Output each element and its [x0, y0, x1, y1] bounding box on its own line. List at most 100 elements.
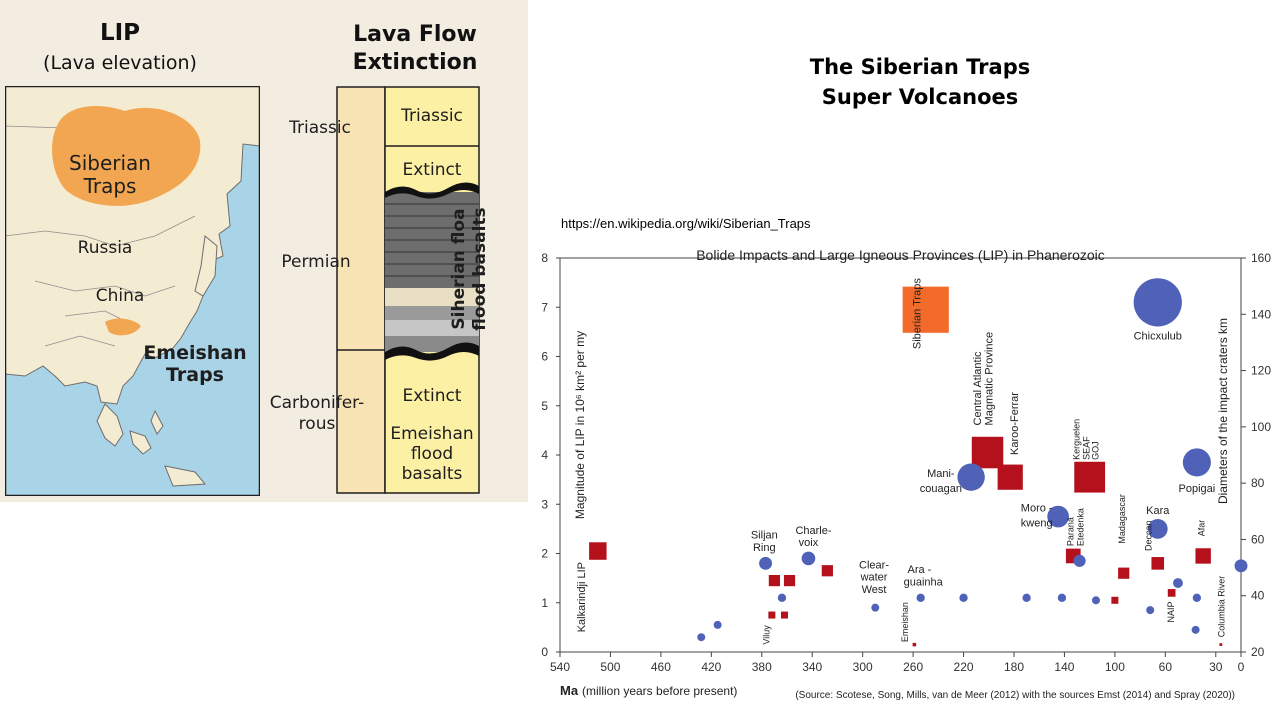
x-axis-label-rest: (million years before present)	[582, 684, 737, 698]
impact-circle	[1057, 593, 1067, 603]
emeishan-basalts-label-3: basalts	[401, 464, 463, 484]
extinction-title: Extinction	[352, 50, 478, 75]
impact-circle	[1182, 448, 1211, 477]
annotation-label: Charle-	[795, 525, 831, 537]
triassic-period-label: Triassic	[289, 118, 351, 138]
strata-column	[336, 86, 480, 494]
lip-square	[1118, 567, 1130, 579]
source-url-link[interactable]: https://en.wikipedia.org/wiki/Siberian_T…	[561, 216, 811, 231]
x-tick-label: 460	[651, 660, 671, 674]
impact-circle	[1047, 505, 1069, 528]
impact-circle	[959, 593, 968, 603]
y-right-tick-label: 40	[1251, 589, 1265, 603]
impact-circle	[957, 463, 985, 491]
x-tick-label: 100	[1105, 660, 1125, 674]
annotation-label: Popigai	[1179, 483, 1216, 495]
asia-map	[5, 86, 260, 496]
lip-square	[768, 611, 776, 619]
annotation-label: Ring	[753, 542, 776, 554]
x-tick-label: 380	[752, 660, 772, 674]
annotation-label: Kara	[1146, 505, 1170, 517]
annotation-label: Deccan	[1143, 521, 1153, 552]
carboniferous-label-1: Carbonifer-	[269, 393, 365, 413]
y-left-tick-label: 2	[541, 547, 548, 561]
page-title-line2: Super Volcanoes	[821, 85, 1019, 109]
lip-square	[783, 574, 796, 587]
lip-square	[971, 436, 1004, 469]
emeishan-basalts-label-1: Emeishan	[390, 424, 474, 444]
annotation-label: Siberian Traps	[912, 278, 924, 349]
lip-square	[1167, 589, 1176, 597]
annotation-label: Central Atlantic	[972, 351, 984, 425]
impact-circle	[871, 603, 880, 612]
x-tick-label: 340	[802, 660, 822, 674]
source-note: (Source: Scotese, Song, Mills, van de Me…	[795, 690, 1235, 701]
impact-circle	[801, 551, 816, 566]
emeishan-traps-label-1: Emeishan	[143, 342, 247, 364]
lip-square	[1219, 643, 1223, 647]
annotation-label: Siljan	[751, 530, 778, 542]
annotation-label: guainha	[904, 577, 944, 589]
siberian-traps-label-2: Traps	[83, 174, 137, 198]
x-tick-label: 220	[954, 660, 974, 674]
extinct-bottom-label: Extinct	[402, 386, 462, 406]
y-right-tick-label: 100	[1251, 420, 1271, 434]
y-left-tick-label: 0	[541, 645, 548, 659]
annotation-label: Magmatic Province	[984, 332, 996, 426]
y-right-tick-label: 80	[1251, 476, 1265, 490]
annotation-label: Etedenka	[1075, 508, 1085, 546]
annotation-label: Viluy	[761, 625, 771, 645]
x-tick-label: 30	[1209, 660, 1223, 674]
impact-circle	[759, 556, 773, 570]
annotation-label: GOJ	[1090, 441, 1100, 460]
russia-label: Russia	[77, 238, 133, 258]
annotation-label: Emeishan	[900, 602, 910, 642]
annotation-label: Mani-	[927, 468, 955, 480]
annotation-label: Karoo-Ferrar	[1009, 392, 1021, 455]
extinct-top-label: Extinct	[402, 160, 462, 180]
x-tick-label: 300	[853, 660, 873, 674]
impact-circle	[1146, 606, 1155, 615]
y-right-tick-label: 60	[1251, 532, 1265, 546]
annotation-label: Madagascar	[1117, 494, 1127, 544]
lip-square	[1151, 557, 1165, 570]
x-tick-label: 140	[1054, 660, 1074, 674]
annotation-label: Columbia River	[1217, 576, 1227, 638]
y-right-tick-label: 20	[1251, 645, 1265, 659]
x-axis-label-main: Ma	[560, 683, 579, 698]
page-title: The Siberian Traps Super Volcanoes	[760, 52, 1080, 112]
x-tick-label: 0	[1238, 660, 1245, 674]
x-tick-label: 260	[903, 660, 923, 674]
page-title-line1: The Siberian Traps	[809, 55, 1031, 79]
lip-impact-chart: Bolide Impacts and Large Igneous Provinc…	[541, 247, 1271, 701]
china-label: China	[95, 286, 145, 306]
impact-circle	[916, 593, 925, 603]
y-right-tick-label: 160	[1251, 251, 1271, 265]
y-left-tick-label: 3	[541, 497, 548, 511]
lip-square	[1111, 596, 1119, 604]
carboniferous-label-2: rous	[298, 414, 336, 434]
y-right-tick-label: 140	[1251, 307, 1271, 321]
lava-flow-title: Lava Flow	[353, 22, 477, 47]
impact-circle	[1234, 559, 1248, 573]
lip-square	[780, 611, 788, 619]
impact-circle	[1073, 554, 1086, 567]
lip-square	[912, 642, 917, 647]
x-tick-label: 60	[1159, 660, 1173, 674]
annotation-label: Ara -	[907, 564, 931, 576]
annotation-label: kweng	[1021, 517, 1053, 529]
vertical-label-line2: flood basalts	[470, 207, 490, 331]
lip-subtitle: (Lava elevation)	[43, 52, 197, 74]
annotation-label: Clear-	[859, 559, 889, 571]
lip-title: LIP	[99, 20, 141, 46]
siberian-flood-basalts-label: Siherian floa flood basalts	[449, 199, 491, 339]
y-left-axis-label: Magnitude of LIP in 10⁶ km² per my	[573, 331, 587, 519]
impact-circle	[1173, 578, 1183, 588]
y-right-tick-label: 120	[1251, 364, 1271, 378]
x-tick-label: 420	[701, 660, 721, 674]
annotation-label: Chicxulub	[1134, 330, 1182, 342]
chart-title: Bolide Impacts and Large Igneous Provinc…	[696, 247, 1105, 263]
annotation-label: West	[862, 584, 887, 596]
impact-circle	[697, 633, 706, 642]
lip-square-siberian	[902, 286, 949, 333]
